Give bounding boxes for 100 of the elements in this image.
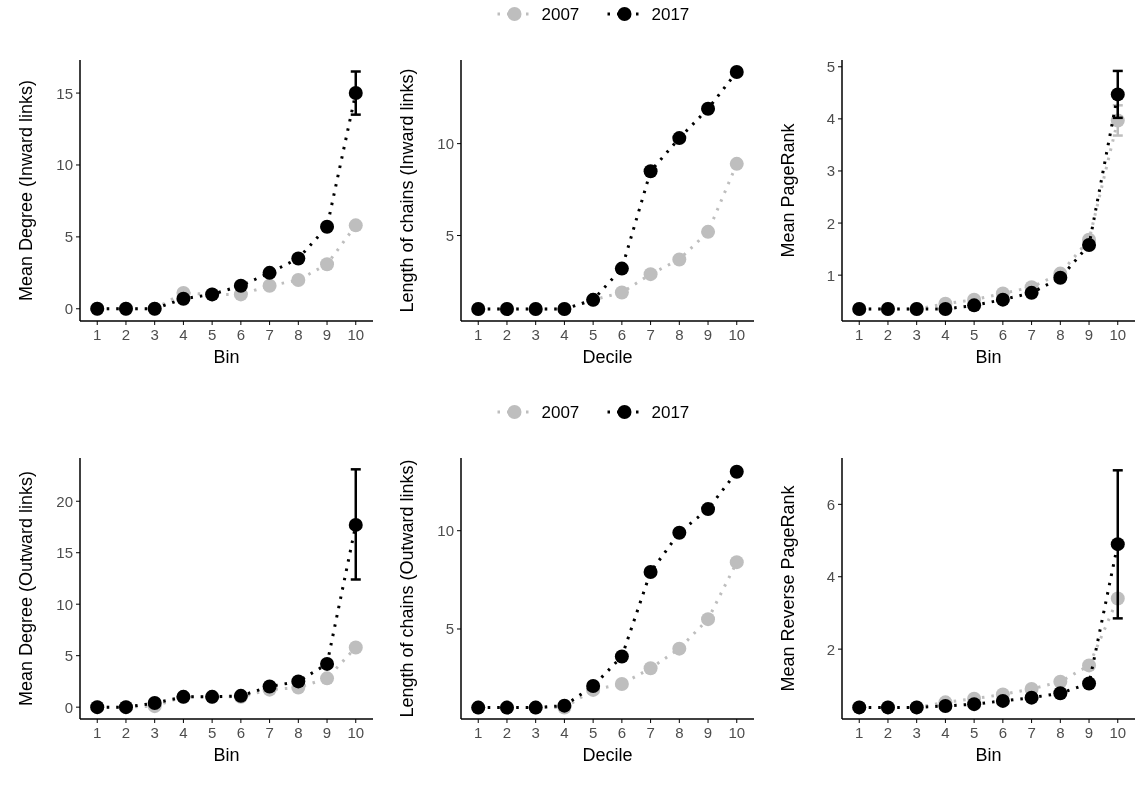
- x-tick-label: 8: [675, 326, 684, 343]
- x-axis-title: Bin: [975, 347, 1002, 367]
- x-tick-label: 9: [703, 724, 713, 741]
- point: [643, 164, 658, 179]
- point: [291, 273, 306, 288]
- x-tick-label: 5: [969, 724, 979, 741]
- y-tick-label: 2: [826, 214, 835, 232]
- x-tick-label: 7: [265, 326, 274, 343]
- point: [1053, 674, 1068, 689]
- point: [320, 671, 335, 686]
- point: [348, 218, 363, 233]
- point: [320, 656, 335, 671]
- y-axis-title: Mean PageRank: [778, 122, 798, 258]
- y-axis-title: Mean Degree (Outward links): [16, 470, 36, 707]
- y-tick-label: 4: [826, 568, 835, 586]
- x-tick-label: 1: [93, 326, 102, 343]
- y-tick-label: 2: [826, 640, 835, 658]
- x-tick-label: 1: [855, 724, 864, 741]
- x-tick-label: 5: [588, 326, 598, 343]
- point: [1082, 676, 1097, 691]
- x-tick-label: 2: [883, 724, 893, 741]
- point: [672, 641, 687, 656]
- y-tick-label: 10: [56, 156, 73, 174]
- point: [262, 278, 277, 293]
- point: [701, 502, 716, 517]
- y-tick-label: 5: [826, 58, 835, 76]
- y-tick-label: 5: [445, 227, 454, 245]
- point: [291, 674, 306, 689]
- x-tick-label: 3: [912, 724, 921, 741]
- x-tick-label: 9: [322, 326, 332, 343]
- x-tick-label: 3: [531, 326, 540, 343]
- x-tick-label: 2: [121, 724, 131, 741]
- x-tick-label: 4: [941, 326, 950, 343]
- x-tick-label: 10: [728, 724, 746, 741]
- x-tick-label: 7: [265, 724, 274, 741]
- x-tick-label: 9: [1084, 326, 1094, 343]
- x-tick-label: 10: [1109, 724, 1127, 741]
- y-tick-label: 10: [437, 522, 454, 540]
- x-tick-label: 3: [150, 326, 159, 343]
- x-tick-label: 10: [1109, 326, 1127, 343]
- point: [672, 131, 687, 146]
- point: [672, 525, 687, 540]
- legend-label: 2017: [651, 402, 690, 422]
- y-tick-label: 10: [56, 595, 73, 613]
- y-tick-label: 1: [826, 266, 835, 284]
- x-tick-label: 4: [560, 326, 569, 343]
- x-tick-label: 8: [294, 326, 303, 343]
- x-axis-title: Bin: [213, 745, 240, 765]
- point: [614, 677, 629, 692]
- y-tick-label: 3: [826, 162, 835, 180]
- x-tick-label: 7: [1027, 326, 1036, 343]
- point: [614, 261, 629, 276]
- point: [1053, 686, 1068, 701]
- point: [701, 101, 716, 116]
- x-tick-label: 8: [294, 724, 303, 741]
- y-tick-label: 0: [64, 698, 73, 716]
- x-tick-label: 3: [531, 724, 540, 741]
- point: [320, 219, 335, 234]
- x-tick-label: 1: [855, 326, 864, 343]
- x-tick-label: 6: [236, 724, 246, 741]
- y-tick-label: 5: [64, 647, 73, 665]
- x-tick-label: 2: [883, 326, 893, 343]
- point: [1082, 237, 1097, 252]
- x-tick-label: 8: [1056, 724, 1065, 741]
- x-tick-label: 5: [207, 326, 217, 343]
- point: [995, 292, 1010, 307]
- point: [672, 252, 687, 267]
- y-axis-title: Length of chains (Outward links): [397, 459, 417, 718]
- y-axis-title: Mean Degree (Inward links): [16, 79, 36, 302]
- x-tick-label: 6: [236, 326, 246, 343]
- point: [729, 64, 744, 79]
- point: [995, 693, 1010, 708]
- x-axis-title: Decile: [582, 745, 633, 765]
- y-tick-label: 15: [56, 84, 73, 102]
- legend-label: 2007: [541, 402, 580, 422]
- x-tick-label: 9: [1084, 724, 1094, 741]
- legend-label: 2017: [651, 4, 690, 24]
- x-tick-label: 3: [150, 724, 159, 741]
- point: [967, 697, 982, 712]
- point: [176, 291, 191, 306]
- x-tick-label: 8: [1056, 326, 1065, 343]
- point: [643, 267, 658, 282]
- point: [967, 298, 982, 313]
- point: [291, 251, 306, 266]
- point: [348, 640, 363, 655]
- y-tick-label: 6: [826, 495, 835, 513]
- legend-label: 2007: [541, 4, 580, 24]
- point: [938, 302, 953, 317]
- x-tick-label: 10: [347, 326, 365, 343]
- point: [1053, 270, 1068, 285]
- point: [701, 224, 716, 239]
- x-axis-title: Bin: [975, 745, 1002, 765]
- point: [1082, 658, 1097, 673]
- point: [586, 678, 601, 693]
- y-tick-label: 5: [445, 620, 454, 638]
- x-tick-label: 9: [322, 724, 332, 741]
- x-tick-label: 3: [912, 326, 921, 343]
- x-tick-label: 8: [675, 724, 684, 741]
- point: [729, 156, 744, 171]
- point: [729, 555, 744, 570]
